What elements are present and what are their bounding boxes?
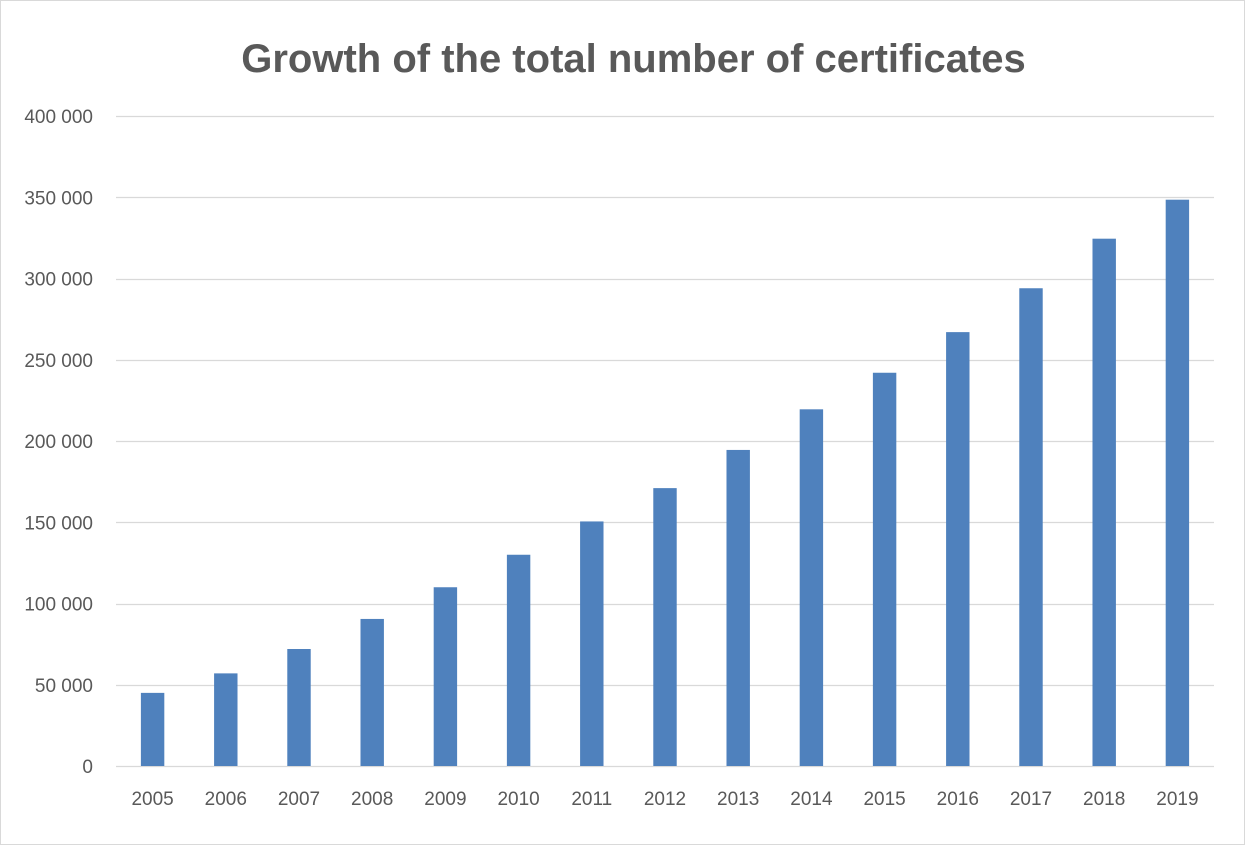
x-tick-label: 2007 (278, 789, 320, 810)
bar-2010 (506, 554, 531, 766)
y-tick-label: 300 000 (24, 270, 93, 291)
y-axis-tick-labels: 0 50 000 100 000 150 000 200 000 250 000 300 0… (24, 107, 93, 778)
y-tick-label: 0 (82, 757, 93, 778)
bar-2007 (287, 649, 311, 766)
bar-2014 (799, 409, 824, 766)
y-tick-label: 100 000 (24, 595, 93, 616)
x-tick-label: 2016 (937, 789, 979, 810)
bar-2012 (653, 488, 677, 766)
bar-2006 (214, 673, 238, 766)
x-tick-label: 2014 (790, 789, 833, 810)
x-tick-label: 2009 (424, 789, 466, 810)
x-tick-label: 2019 (1156, 789, 1198, 810)
x-tick-label: 2005 (131, 789, 173, 810)
x-tick-label: 2011 (571, 789, 612, 810)
y-tick-label: 350 000 (24, 188, 93, 209)
x-tick-label: 2012 (644, 789, 686, 810)
x-tick-label: 2006 (205, 789, 247, 810)
x-tick-label: 2010 (497, 789, 539, 810)
x-tick-label: 2015 (863, 789, 905, 810)
bar-2017 (1019, 288, 1043, 766)
y-tick-label: 150 000 (24, 513, 93, 534)
x-tick-label: 2017 (1010, 789, 1052, 810)
bar-2018 (1092, 238, 1116, 766)
x-tick-label: 2013 (717, 789, 759, 810)
y-tick-label: 200 000 (24, 432, 93, 453)
y-tick-label: 400 000 (24, 107, 93, 128)
bar-2008 (360, 618, 384, 766)
chart-title: Growth of the total number of certificat… (241, 37, 1026, 81)
x-tick-label: 2018 (1083, 789, 1125, 810)
bar-2011 (580, 521, 604, 766)
x-tick-label: 2008 (351, 789, 393, 810)
bar-2005 (140, 692, 165, 766)
bar-2013 (726, 449, 750, 766)
bar-2015 (872, 372, 897, 766)
bars (140, 199, 1190, 766)
y-tick-label: 50 000 (35, 676, 93, 697)
bar-2019 (1165, 199, 1190, 766)
y-tick-label: 250 000 (24, 351, 93, 372)
bar-2009 (433, 587, 458, 766)
bar-2016 (946, 332, 970, 766)
x-axis-tick-labels: 2005 2006 2007 2008 2009 2010 2011 2012 2013 2014… (131, 789, 1198, 810)
